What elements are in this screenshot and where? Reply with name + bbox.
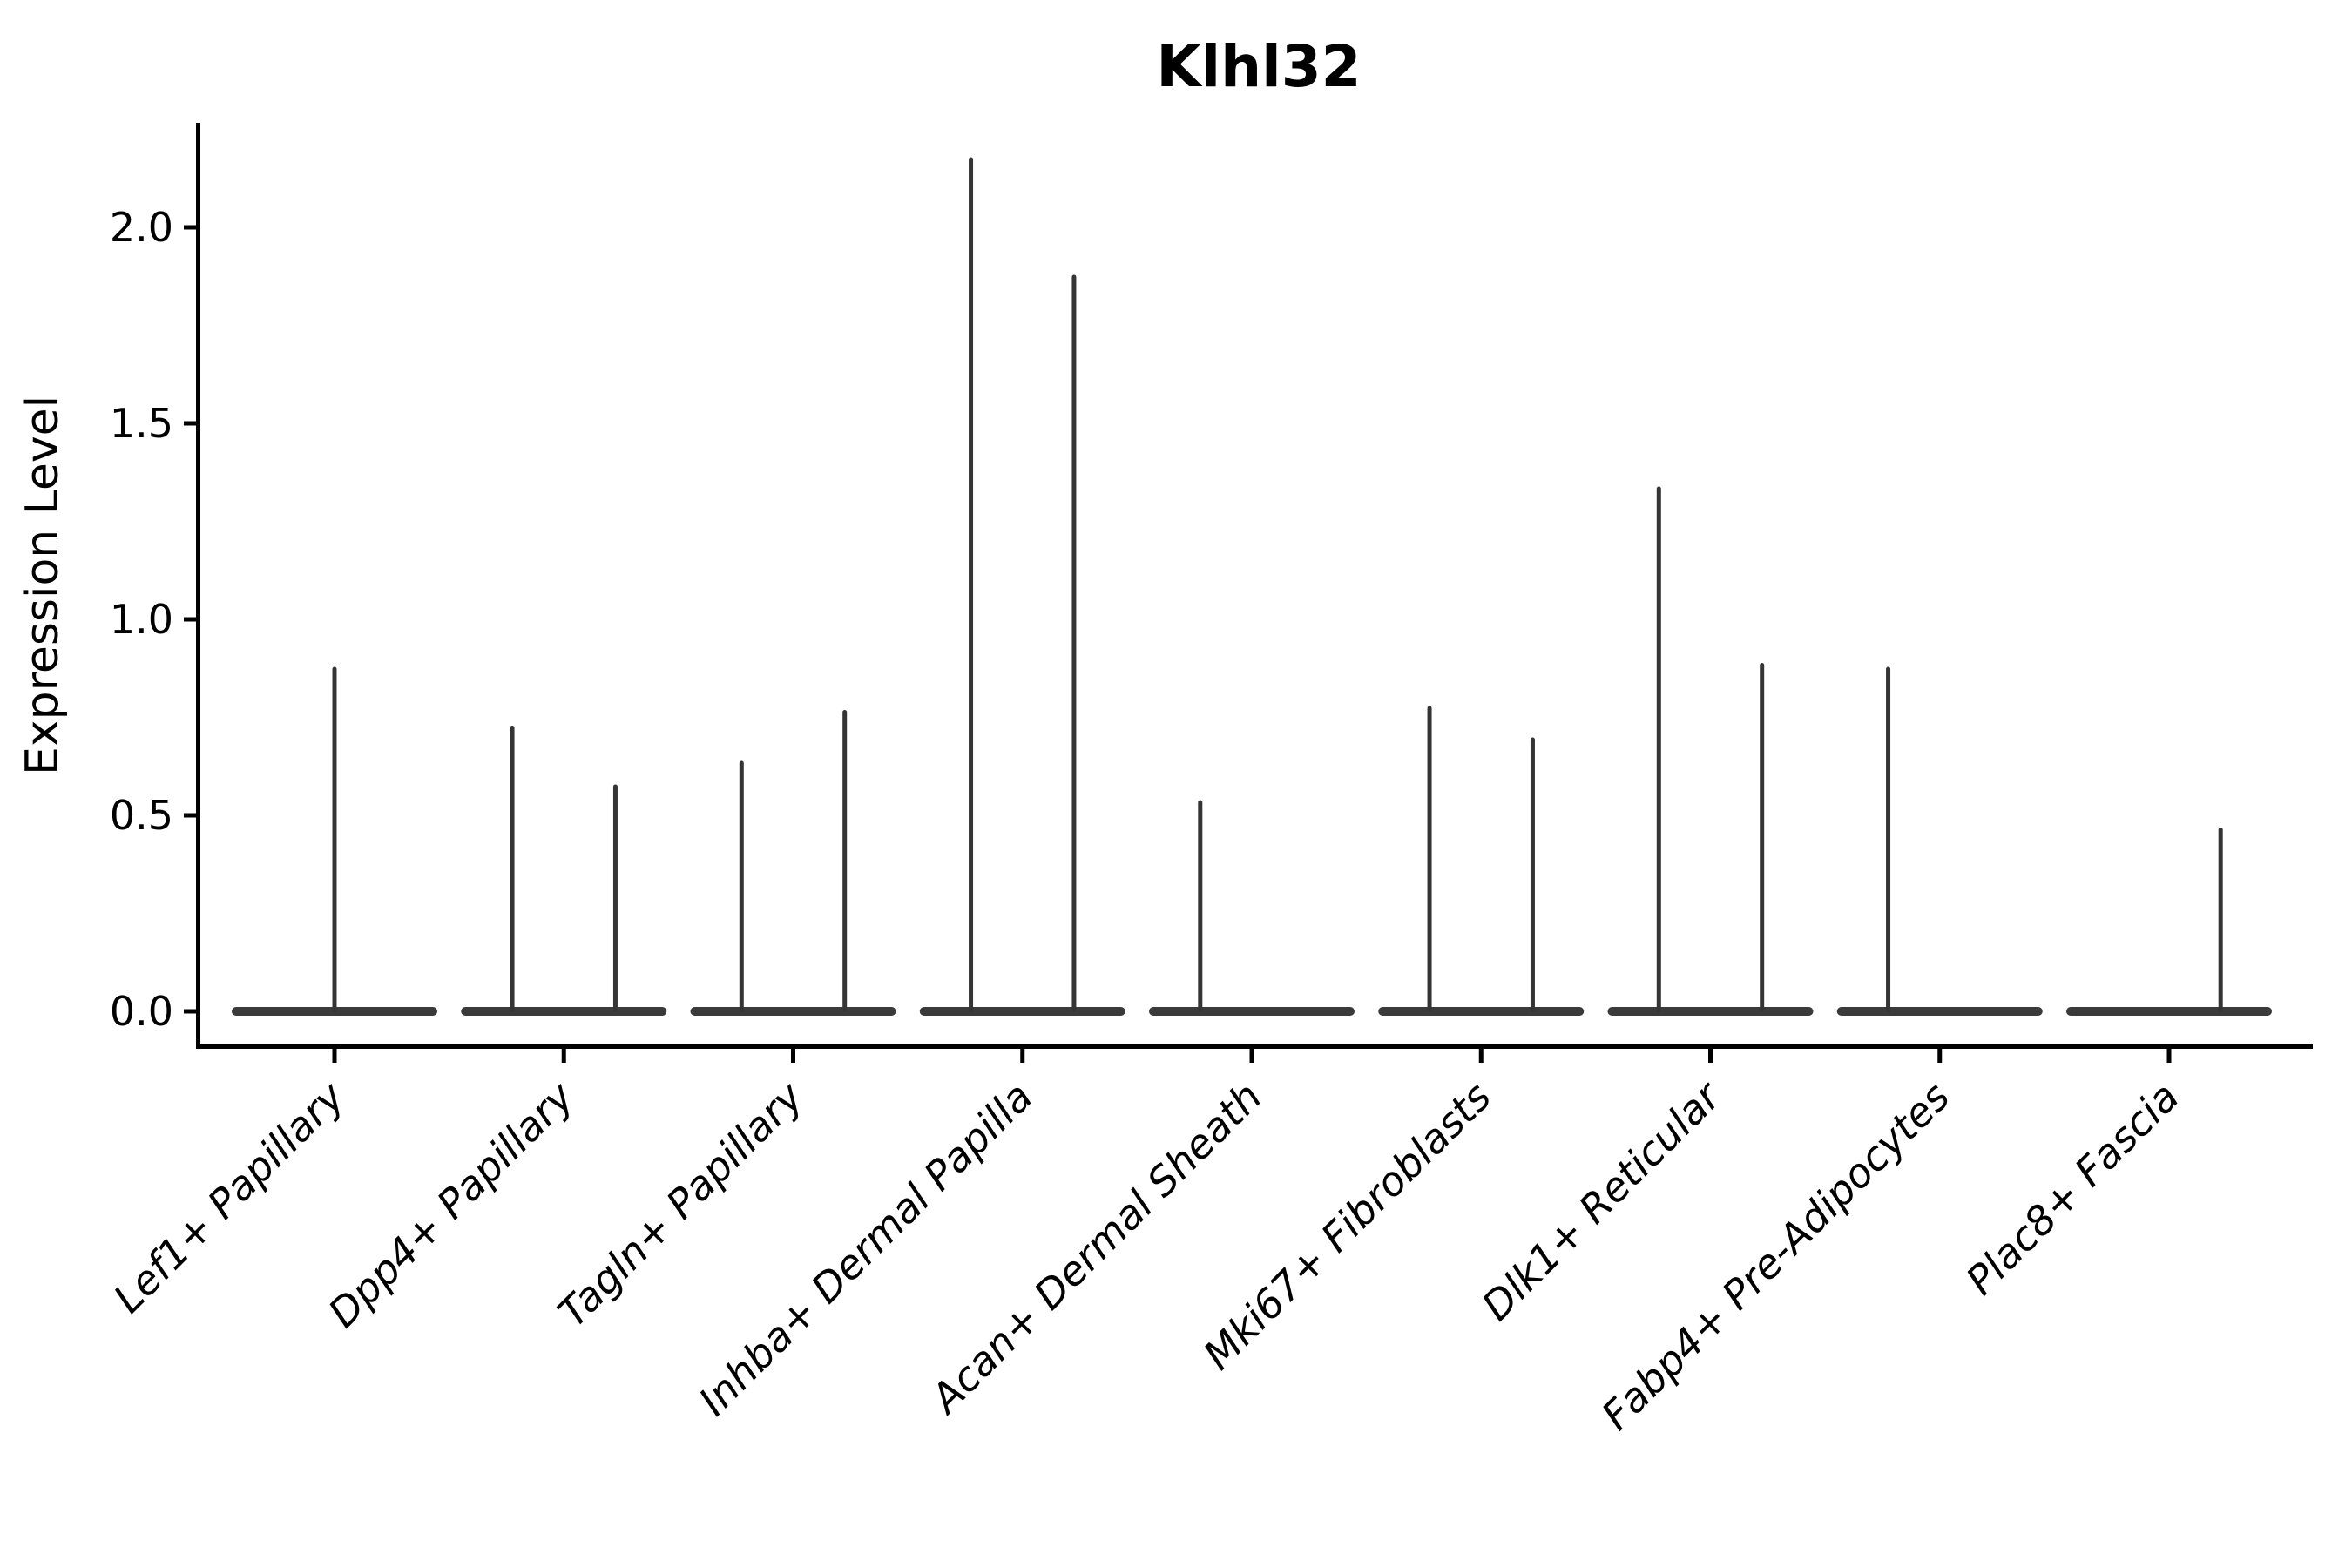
y-tick-label: 1.0: [110, 596, 173, 643]
violin-group: [1607, 486, 1814, 1016]
x-tick-label: Tagln+ Papillary: [549, 1072, 813, 1336]
violins-layer: [232, 157, 2272, 1016]
chart-title: Klhl32: [1156, 33, 1361, 100]
violin-group: [690, 710, 896, 1016]
y-tick-label: 1.5: [110, 400, 173, 447]
x-tick-label: Lef1+ Papillary: [105, 1072, 354, 1321]
y-axis-label: Expression Level: [17, 395, 69, 775]
y-tick-label: 2.0: [110, 204, 173, 251]
violin-group: [2066, 828, 2272, 1016]
violin-group: [461, 726, 667, 1016]
y-tick-label: 0.0: [110, 988, 173, 1035]
violin-group: [919, 157, 1125, 1016]
violin-group: [1378, 706, 1585, 1016]
violin-group: [232, 666, 437, 1016]
y-axis-ticks: 0.0 0.5 1.0 1.5 2.0: [110, 204, 196, 1035]
x-tick-label: Dlk1+ Reticular: [1473, 1071, 1732, 1329]
y-tick-label: 0.5: [110, 792, 173, 839]
x-tick-label: Dpp4+ Papillary: [319, 1072, 583, 1336]
x-tick-label: Plac8+ Fascia: [1957, 1073, 2187, 1304]
violin-group: [1149, 800, 1355, 1016]
violin-group: [1836, 666, 2043, 1016]
